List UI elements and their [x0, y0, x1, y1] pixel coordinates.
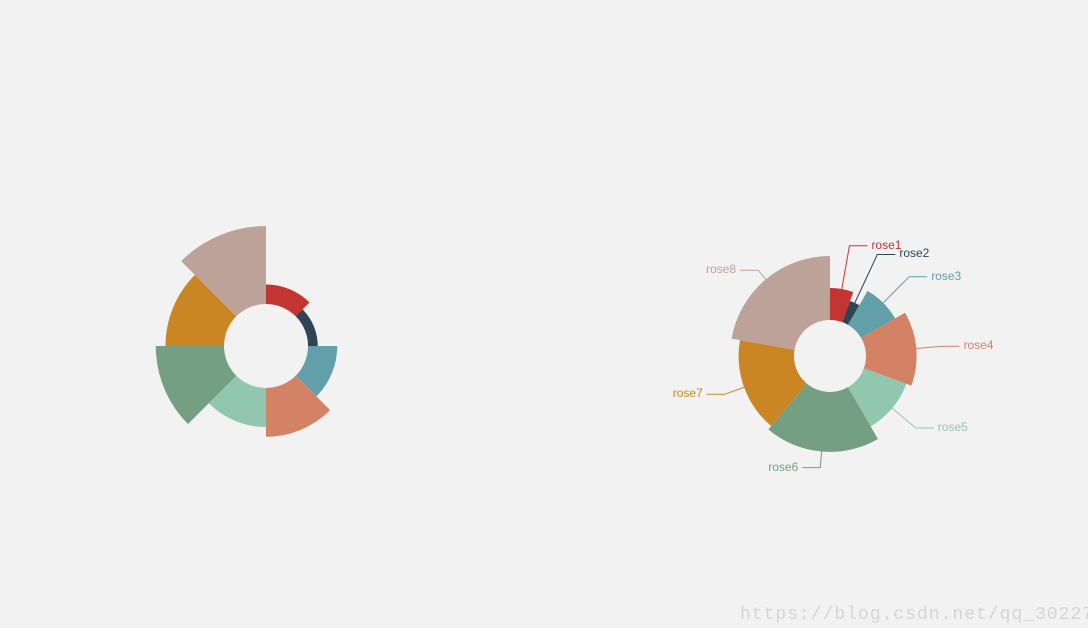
- label-leader-rose3: [883, 277, 927, 303]
- rose-label-rose5: rose5: [938, 420, 968, 434]
- rose-chart-left: [136, 216, 396, 476]
- label-leader-rose1: [842, 246, 868, 289]
- label-leader-rose4: [916, 346, 959, 348]
- watermark-text: https://blog.csdn.net/qq_30227429: [740, 605, 1088, 625]
- label-leader-rose8: [740, 270, 766, 279]
- label-leader-rose2: [855, 254, 896, 302]
- label-leader-rose5: [892, 408, 934, 428]
- rose-label-rose1: rose1: [871, 238, 901, 252]
- label-leader-rose6: [802, 452, 821, 468]
- rose-label-rose8: rose8: [706, 262, 736, 276]
- rose-label-rose7: rose7: [673, 386, 703, 400]
- rose-segment-rose2: [296, 309, 318, 346]
- rose-label-rose4: rose4: [964, 338, 994, 352]
- rose-label-rose3: rose3: [931, 269, 961, 283]
- rose-label-rose6: rose6: [768, 460, 798, 474]
- rose-label-rose2: rose2: [899, 246, 929, 260]
- label-leader-rose7: [707, 387, 744, 394]
- rose-chart-right: [610, 136, 1050, 576]
